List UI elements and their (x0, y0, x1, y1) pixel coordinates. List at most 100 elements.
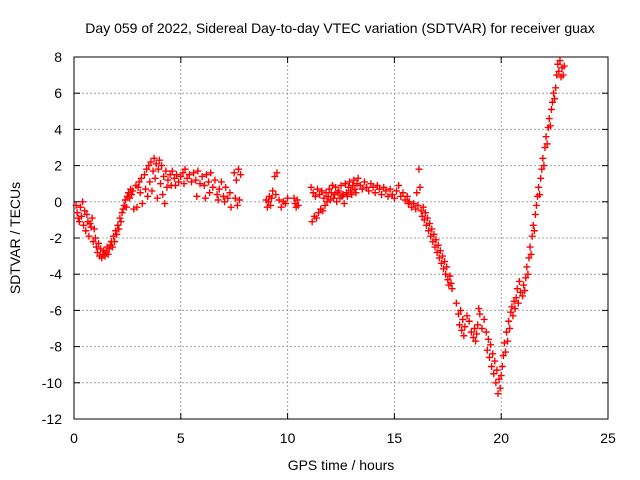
data-point (309, 189, 317, 197)
data-point (485, 353, 493, 361)
data-point (146, 178, 154, 186)
data-point (504, 337, 512, 345)
data-point (76, 203, 84, 211)
data-point (472, 337, 480, 345)
data-point (512, 294, 520, 302)
y-tick-label: -4 (50, 266, 63, 282)
data-point (116, 214, 124, 222)
data-point (503, 328, 511, 336)
data-point (403, 192, 411, 200)
data-point (318, 187, 326, 195)
data-point (80, 221, 88, 229)
data-point (430, 230, 438, 238)
y-tick-label: 2 (54, 158, 62, 174)
data-point (384, 192, 392, 200)
x-tick-label: 10 (280, 430, 296, 446)
data-point (532, 201, 540, 209)
data-point (86, 220, 94, 228)
data-point (88, 214, 96, 222)
data-point (492, 379, 500, 387)
data-point (321, 201, 329, 209)
data-point (190, 169, 198, 177)
data-point (341, 180, 349, 188)
data-point (552, 84, 560, 92)
data-point (550, 89, 558, 97)
data-point (538, 165, 546, 173)
data-point (524, 270, 532, 278)
data-point (490, 370, 498, 378)
data-point (444, 276, 452, 284)
data-point (161, 200, 169, 208)
data-point (170, 174, 178, 182)
data-point (447, 279, 455, 287)
data-point (202, 171, 210, 179)
data-point (547, 105, 555, 113)
data-point (525, 254, 533, 262)
data-point (166, 171, 174, 179)
data-point (424, 214, 432, 222)
data-point (147, 158, 155, 166)
data-point (137, 174, 145, 182)
data-point (95, 239, 103, 247)
data-point (393, 187, 401, 195)
data-point (421, 209, 429, 217)
data-point (104, 250, 112, 258)
data-point (151, 174, 159, 182)
data-point (267, 201, 275, 209)
data-point (521, 286, 529, 294)
data-point (499, 352, 507, 360)
data-point (201, 194, 209, 202)
data-point (117, 218, 125, 226)
data-point (211, 176, 219, 184)
data-point (185, 171, 193, 179)
x-tick-labels: 0 5 10 15 20 25 (70, 430, 616, 446)
data-point (426, 220, 434, 228)
data-point (145, 162, 153, 170)
data-point (272, 191, 280, 199)
data-point (416, 183, 424, 191)
data-point (348, 191, 356, 199)
data-point (164, 176, 172, 184)
data-point (150, 154, 158, 162)
data-point (194, 167, 202, 175)
data-point (271, 172, 279, 180)
data-point (506, 325, 514, 332)
data-point (516, 288, 524, 296)
data-point (405, 198, 413, 206)
y-tick-label: 4 (54, 121, 62, 137)
data-point (340, 200, 348, 208)
data-point (382, 187, 390, 195)
data-point (548, 98, 556, 106)
data-point (335, 187, 343, 195)
data-point (134, 183, 142, 191)
data-point (459, 315, 467, 323)
data-point (386, 185, 394, 193)
data-point (380, 183, 388, 191)
data-point (388, 191, 396, 199)
data-point (333, 198, 341, 206)
data-point (493, 366, 501, 374)
data-point (515, 277, 523, 285)
data-point (129, 187, 137, 195)
data-point (220, 192, 228, 200)
data-point (461, 323, 469, 331)
data-point (138, 200, 146, 208)
data-point (487, 341, 495, 349)
data-point (231, 194, 239, 202)
data-point (510, 297, 518, 305)
data-point (162, 167, 170, 175)
data-point (315, 209, 323, 217)
data-point (399, 189, 407, 197)
data-point (545, 115, 553, 123)
data-point (351, 185, 359, 193)
data-point (319, 207, 327, 215)
data-point (273, 169, 281, 177)
data-point (541, 144, 549, 151)
data-point (371, 189, 379, 197)
data-point (395, 182, 403, 190)
data-point (350, 176, 358, 184)
data-point (135, 178, 143, 186)
data-point (535, 183, 543, 191)
data-point (448, 285, 456, 293)
data-point (539, 154, 547, 162)
